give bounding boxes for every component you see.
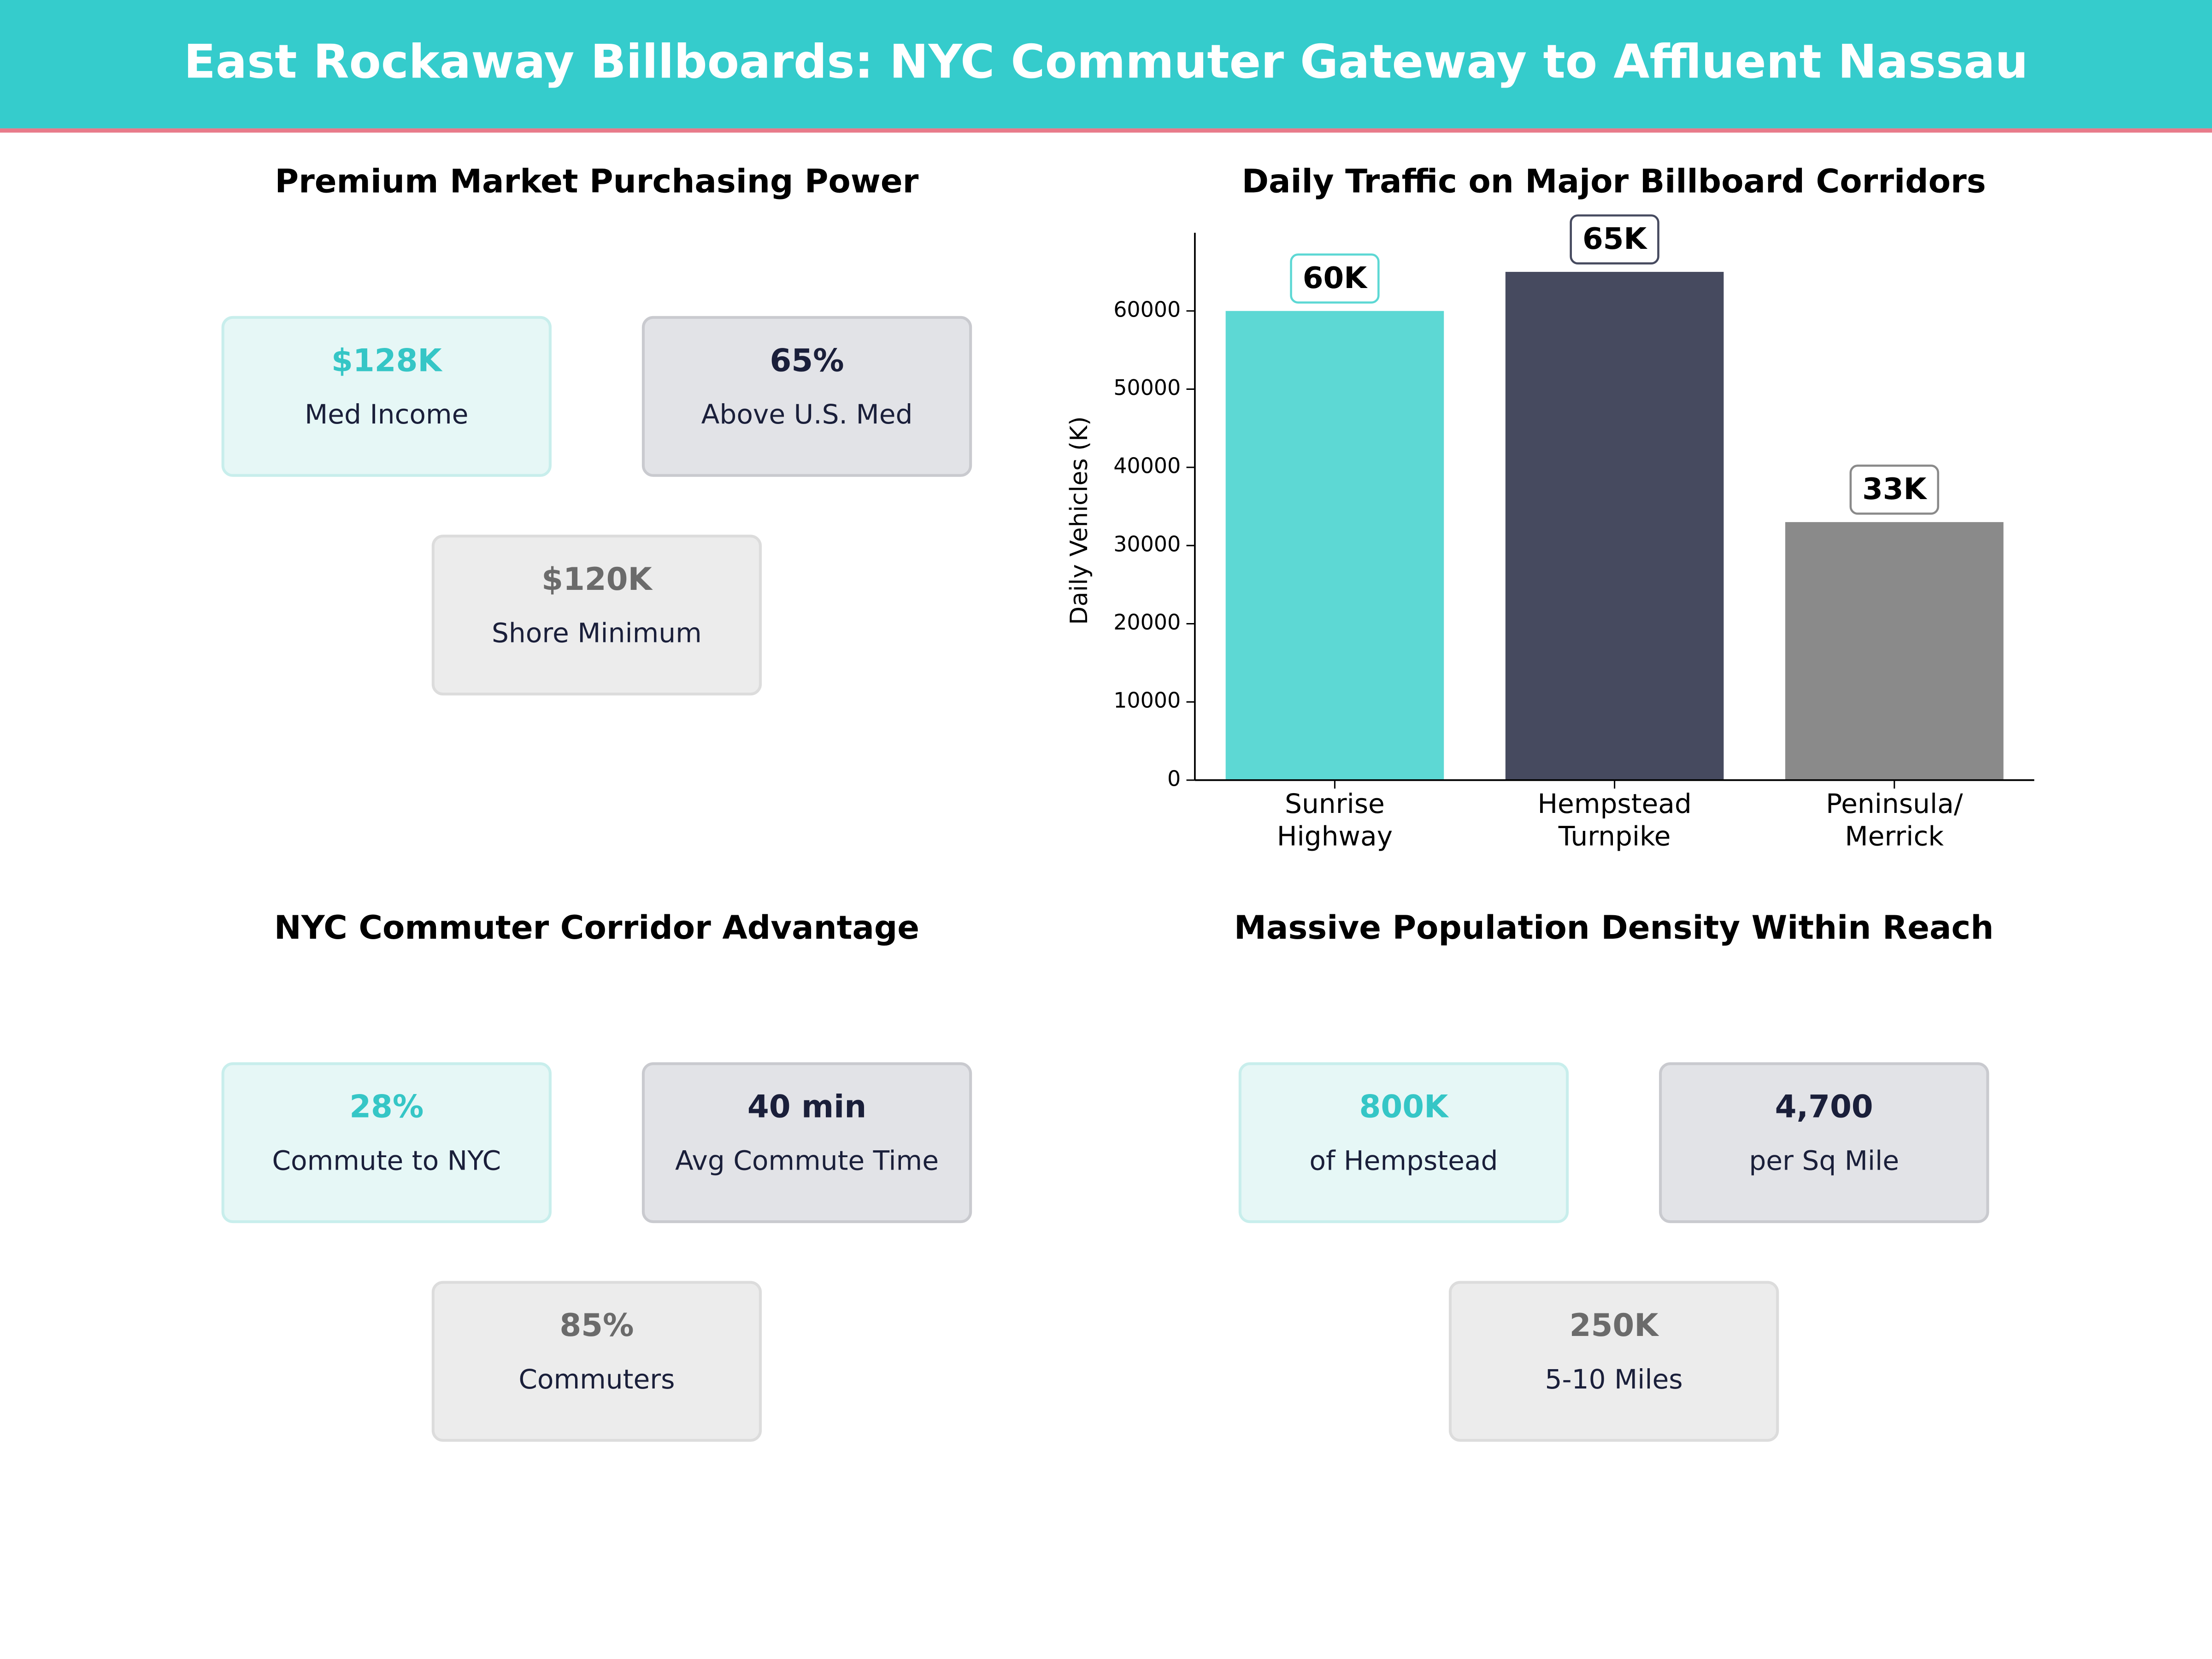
kpi-card xyxy=(221,316,552,477)
bar xyxy=(1505,271,1724,780)
header-band xyxy=(0,0,2212,129)
kpi-card xyxy=(221,1062,552,1224)
kpi-card xyxy=(1659,1062,1989,1224)
x-tick-label: Sunrise Highway xyxy=(1277,788,1393,852)
kpi-value: 85% xyxy=(559,1307,634,1343)
kpi-label: Commute to NYC xyxy=(272,1145,501,1177)
x-tick-label: Hempstead Turnpike xyxy=(1537,788,1692,852)
kpi-value: 800K xyxy=(1359,1088,1450,1125)
kpi-card xyxy=(431,1281,762,1442)
value-label-box xyxy=(1570,214,1659,265)
value-label: 65K xyxy=(1583,222,1647,256)
kpi-label: Avg Commute Time xyxy=(675,1145,939,1177)
y-tick-label: 50000 xyxy=(1113,375,1181,400)
kpi-value: $128K xyxy=(331,342,443,378)
value-label: 60K xyxy=(1303,261,1368,295)
y-tick-label: 0 xyxy=(1167,766,1181,791)
panel-title: Massive Population Density Within Reach xyxy=(1234,909,1994,947)
header-rule xyxy=(0,128,2212,133)
panel-title: NYC Commuter Corridor Advantage xyxy=(274,909,919,947)
kpi-value: 250K xyxy=(1570,1307,1660,1343)
value-label-box xyxy=(1290,253,1380,304)
bar xyxy=(1225,311,1444,780)
kpi-label: Above U.S. Med xyxy=(701,399,913,430)
kpi-card xyxy=(641,316,972,477)
x-tick-label: Peninsula/Merrick xyxy=(1826,788,1963,852)
y-tick-label: 40000 xyxy=(1113,453,1181,478)
kpi-value: 65% xyxy=(770,342,844,378)
kpi-card xyxy=(431,535,762,696)
page-title: East Rockaway Billboards: NYC Commuter G… xyxy=(184,35,2028,89)
kpi-value: $120K xyxy=(541,561,653,597)
kpi-label: of Hempstead xyxy=(1309,1145,1498,1177)
kpi-card xyxy=(641,1062,972,1224)
kpi-label: Med Income xyxy=(305,399,468,430)
kpi-card xyxy=(1448,1281,1779,1442)
bar xyxy=(1785,522,2004,780)
kpi-label: per Sq Mile xyxy=(1749,1145,1899,1177)
panel-title: Premium Market Purchasing Power xyxy=(275,162,919,200)
y-tick-label: 10000 xyxy=(1113,688,1181,713)
y-tick-label: 20000 xyxy=(1113,610,1181,635)
value-label-box xyxy=(1849,465,1939,515)
kpi-value: 28% xyxy=(349,1088,424,1125)
kpi-card xyxy=(1238,1062,1569,1224)
chart-title: Daily Traffic on Major Billboard Corrido… xyxy=(1242,162,1986,200)
kpi-label: Commuters xyxy=(518,1364,675,1395)
kpi-value: 40 min xyxy=(747,1088,866,1125)
value-label: 33K xyxy=(1862,472,1927,506)
y-axis-label: Daily Vehicles (K) xyxy=(1065,416,1093,625)
kpi-label: Shore Minimum xyxy=(492,618,702,649)
y-tick-label: 30000 xyxy=(1113,531,1181,556)
kpi-value: 4,700 xyxy=(1775,1088,1873,1125)
kpi-label: 5-10 Miles xyxy=(1545,1364,1683,1395)
y-tick-label: 60000 xyxy=(1113,297,1181,322)
